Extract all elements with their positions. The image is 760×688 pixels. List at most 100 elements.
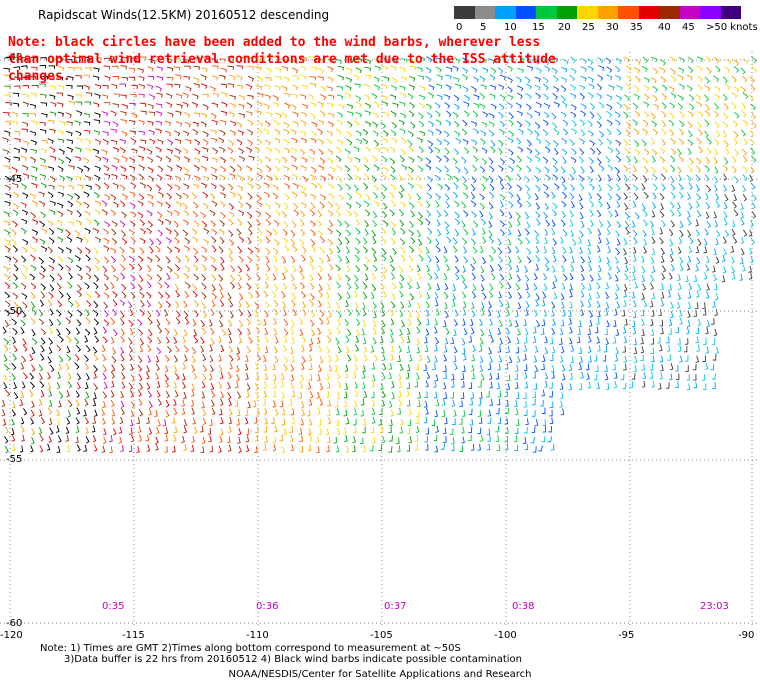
- wind-barb: [489, 93, 496, 100]
- wind-barb: [571, 256, 575, 264]
- wind-barb: [554, 275, 558, 283]
- wind-barb: [282, 228, 288, 236]
- wind-barb: [146, 300, 152, 308]
- wind-barb: [417, 400, 421, 408]
- wind-barb: [345, 417, 350, 425]
- wind-barb: [516, 137, 522, 145]
- wind-barb: [469, 318, 474, 327]
- wind-barb: [254, 146, 261, 153]
- wind-barb: [399, 363, 404, 372]
- wind-barb: [578, 236, 582, 245]
- wind-barb: [749, 76, 756, 84]
- wind-barb: [184, 173, 191, 179]
- wind-barb: [185, 139, 192, 144]
- wind-barb: [607, 146, 614, 154]
- wind-barb: [137, 200, 144, 207]
- wind-barb: [164, 365, 169, 373]
- wind-barb: [354, 247, 360, 255]
- wind-barb: [390, 318, 395, 326]
- wind-barb: [301, 103, 309, 110]
- wind-barb: [372, 301, 377, 309]
- wind-barb: [47, 138, 54, 144]
- wind-barb: [596, 382, 600, 390]
- wind-barb: [453, 318, 459, 327]
- wind-barb: [245, 301, 250, 309]
- wind-barb: [569, 337, 573, 345]
- wind-barb: [688, 103, 695, 111]
- wind-barb: [473, 220, 479, 228]
- wind-barb: [481, 302, 485, 310]
- wind-barb: [578, 320, 582, 328]
- wind-barb: [201, 147, 209, 153]
- wind-barb: [479, 103, 486, 110]
- wind-barb: [112, 75, 120, 80]
- wind-barb: [470, 327, 475, 335]
- wind-barb: [128, 165, 136, 171]
- wind-barb: [570, 200, 575, 209]
- wind-barb: [227, 392, 232, 400]
- wind-barb: [714, 148, 719, 156]
- wind-barb: [65, 426, 70, 435]
- wind-barb: [176, 310, 181, 318]
- wind-barb: [147, 103, 154, 109]
- wind-barb: [695, 184, 701, 192]
- wind-barb: [660, 327, 664, 335]
- wind-barb: [598, 130, 605, 138]
- wind-barb: [742, 119, 749, 127]
- wind-barb: [291, 67, 299, 74]
- wind-barb: [264, 202, 271, 210]
- wind-barb: [94, 174, 101, 181]
- wind-barb: [48, 94, 56, 100]
- wind-barb: [256, 157, 263, 164]
- wind-barb: [552, 93, 558, 100]
- wind-barb: [399, 426, 403, 434]
- wind-barb: [103, 319, 110, 327]
- wind-barb: [615, 155, 622, 163]
- wind-barb: [274, 408, 279, 416]
- wind-barb: [569, 74, 575, 82]
- wind-barb: [139, 102, 147, 107]
- wind-barb: [526, 256, 532, 264]
- wind-barb: [505, 407, 509, 415]
- wind-barb: [185, 86, 192, 92]
- wind-barb: [560, 66, 568, 73]
- footnote-line-1: Note: 1) Times are GMT 2)Times along bot…: [40, 643, 461, 654]
- wind-barb: [165, 399, 170, 408]
- wind-barb: [515, 211, 521, 220]
- wind-barb: [246, 111, 253, 116]
- wind-barb: [612, 336, 617, 344]
- wind-barb: [371, 292, 375, 300]
- wind-barb: [103, 237, 110, 244]
- wind-barb: [372, 211, 378, 219]
- wind-barb: [614, 65, 621, 73]
- wind-barb: [688, 283, 693, 291]
- wind-barb: [300, 111, 308, 118]
- wind-barb: [488, 301, 492, 309]
- wind-barb: [508, 291, 513, 299]
- wind-barb: [182, 192, 189, 199]
- wind-barb: [651, 155, 656, 163]
- wind-barb: [48, 435, 52, 443]
- wind-barb: [478, 417, 483, 424]
- wind-barb: [391, 392, 395, 400]
- wind-barb: [13, 147, 21, 154]
- wind-barb: [670, 191, 676, 200]
- wind-barb: [335, 210, 341, 217]
- wind-barb: [354, 381, 358, 389]
- wind-barb: [58, 400, 62, 408]
- wind-barb: [596, 193, 602, 201]
- wind-barb: [246, 83, 253, 90]
- wind-barb: [120, 390, 125, 399]
- wind-barb: [264, 139, 271, 146]
- wind-barb: [442, 320, 447, 328]
- wind-barb: [309, 434, 313, 442]
- wind-barb: [22, 344, 28, 352]
- wind-barb: [516, 184, 523, 192]
- wind-barb: [283, 174, 291, 181]
- wind-barb: [201, 401, 205, 409]
- wind-barb: [453, 182, 459, 190]
- wind-barb: [381, 353, 386, 361]
- wind-barb: [479, 210, 484, 218]
- wind-barb: [670, 175, 675, 183]
- wind-barb: [712, 265, 716, 273]
